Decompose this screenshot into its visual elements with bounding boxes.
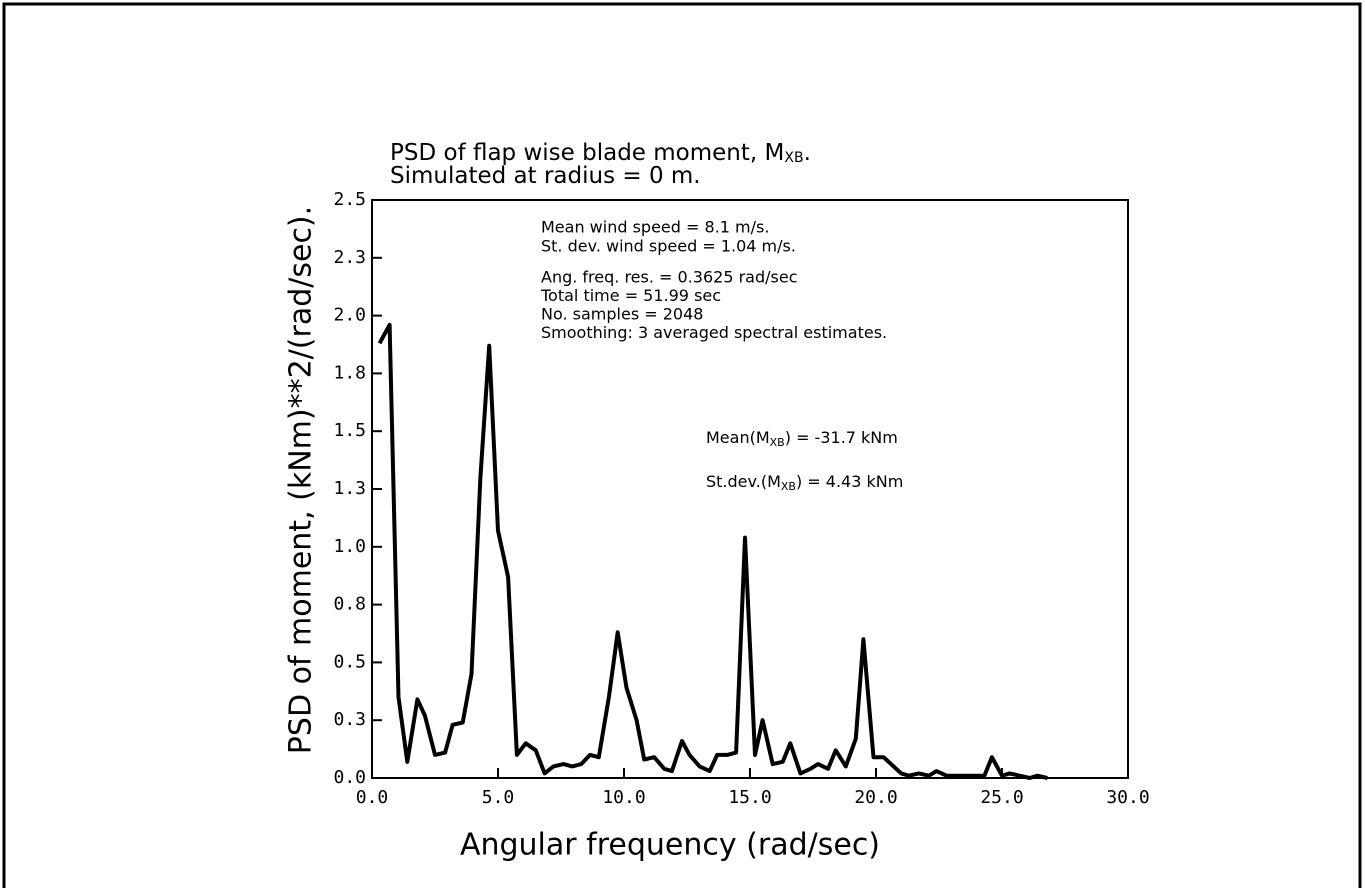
y-tick-label: 0.3 — [333, 709, 366, 730]
chart-title-text: PSD of flap wise blade moment, M — [390, 140, 784, 166]
y-tick-label: 2.5 — [333, 189, 366, 210]
y-tick-label: 1.8 — [333, 362, 366, 383]
annotation: St. dev. wind speed = 1.04 m/s. — [541, 237, 796, 256]
y-tick-label: 0.0 — [333, 767, 366, 788]
y-axis-label: PSD of moment, (kNm)**2/(rad/sec). — [284, 206, 319, 754]
y-tick-label: 2.3 — [333, 247, 366, 268]
stat-annotation-text: St.dev.(M — [706, 472, 781, 491]
x-axis-label: Angular frequency (rad/sec) — [460, 828, 880, 863]
y-tick-label: 0.8 — [333, 594, 366, 615]
chart-title-text: Simulated at radius = 0 m. — [390, 163, 701, 189]
x-tick-label: 10.0 — [602, 787, 645, 808]
chart-title: Simulated at radius = 0 m. — [390, 163, 701, 189]
chart-title-sub: XB — [784, 150, 803, 166]
x-tick-label: 0.0 — [356, 787, 389, 808]
y-tick-label: 1.0 — [333, 536, 366, 557]
chart-title: PSD of flap wise blade moment, MXB. — [390, 140, 811, 167]
data-line — [377, 322, 1048, 780]
annotation: Ang. freq. res. = 0.3625 rad/sec — [541, 268, 798, 287]
annotation: Smoothing: 3 averaged spectral estimates… — [541, 323, 887, 342]
stat-annotation: Mean(MXB) = -31.7 kNm — [706, 428, 898, 450]
stat-annotation: St.dev.(MXB) = 4.43 kNm — [706, 472, 903, 494]
x-tick-label: 25.0 — [980, 787, 1023, 808]
x-tick-label: 5.0 — [482, 787, 515, 808]
chart-title-end: . — [804, 140, 811, 166]
stat-annotation-end: ) = 4.43 kNm — [796, 472, 903, 491]
annotation: No. samples = 2048 — [541, 305, 703, 324]
x-tick-label: 15.0 — [728, 787, 771, 808]
y-tick-label: 1.5 — [333, 420, 366, 441]
stat-annotation-sub: XB — [781, 480, 796, 493]
y-tick-label: 2.0 — [333, 305, 366, 326]
stat-annotation-end: ) = -31.7 kNm — [785, 428, 898, 447]
y-tick-label: 0.5 — [333, 651, 366, 672]
y-tick-label: 1.3 — [333, 478, 366, 499]
x-tick-label: 30.0 — [1106, 787, 1149, 808]
annotation: Mean wind speed = 8.1 m/s. — [541, 218, 769, 237]
annotation: Total time = 51.99 sec — [540, 286, 721, 305]
stat-annotation-text: Mean(M — [706, 428, 770, 447]
x-tick-label: 20.0 — [854, 787, 897, 808]
stat-annotation-sub: XB — [770, 436, 785, 449]
